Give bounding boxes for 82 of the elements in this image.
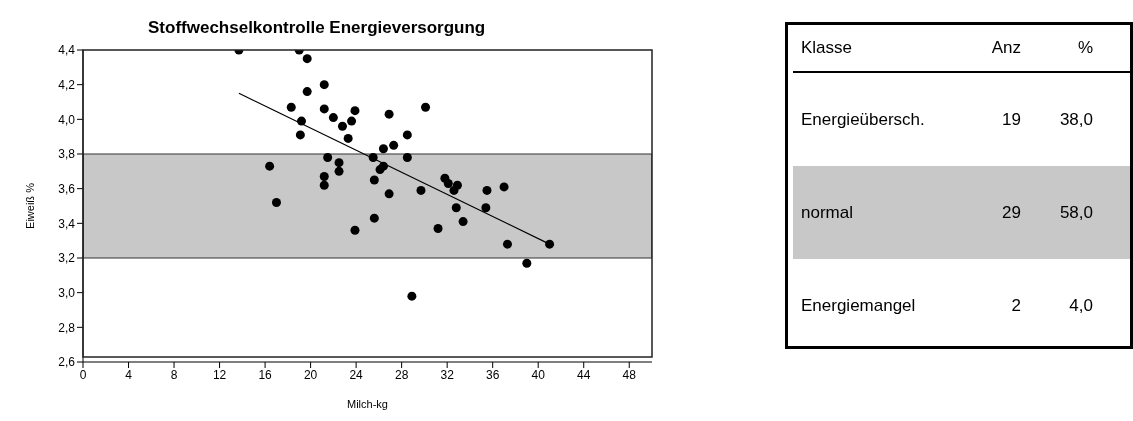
y-tick-label: 3,0 bbox=[58, 285, 76, 300]
point bbox=[265, 161, 275, 171]
y-tick-label: 3,8 bbox=[58, 147, 76, 162]
point bbox=[384, 109, 394, 119]
point bbox=[319, 104, 329, 114]
text: 2 bbox=[1010, 295, 1021, 316]
point bbox=[402, 152, 412, 162]
point bbox=[334, 166, 344, 176]
point bbox=[375, 165, 385, 175]
point bbox=[433, 224, 443, 234]
point bbox=[347, 116, 357, 126]
point bbox=[328, 113, 338, 123]
point bbox=[443, 178, 453, 188]
point bbox=[302, 54, 312, 64]
y-tick-label: 2,6 bbox=[58, 355, 76, 370]
x-tick-label: 36 bbox=[486, 367, 500, 382]
point bbox=[499, 182, 509, 192]
text: 38,0 bbox=[1058, 109, 1093, 130]
point bbox=[295, 130, 305, 140]
point bbox=[389, 140, 399, 150]
chart-title: Stoffwechselkontrolle Energieversorgung bbox=[148, 18, 486, 38]
text: normal bbox=[801, 202, 854, 223]
x-tick-label: 48 bbox=[622, 367, 637, 382]
point bbox=[449, 185, 459, 195]
x-tick-label: 40 bbox=[531, 367, 546, 382]
text: 29 bbox=[1001, 202, 1021, 223]
point bbox=[545, 239, 555, 249]
point bbox=[502, 239, 512, 249]
point bbox=[286, 102, 296, 112]
point bbox=[337, 121, 347, 131]
point bbox=[297, 116, 306, 126]
text: 19 bbox=[1001, 109, 1021, 130]
point bbox=[421, 102, 431, 112]
point bbox=[369, 213, 379, 223]
x-tick-label: 20 bbox=[303, 367, 318, 382]
text: Energieübersch. bbox=[801, 109, 926, 130]
y-tick-label: 4,2 bbox=[58, 77, 76, 92]
point bbox=[302, 87, 312, 97]
y-tick-label: 3,6 bbox=[58, 181, 76, 196]
x-tick-label: 16 bbox=[258, 367, 273, 382]
point bbox=[343, 133, 353, 143]
y-tick-label: 3,4 bbox=[58, 216, 76, 231]
point bbox=[319, 80, 329, 90]
point bbox=[416, 185, 426, 195]
text: % bbox=[1076, 38, 1093, 58]
point bbox=[368, 152, 378, 162]
text: Energiemangel bbox=[801, 295, 917, 316]
point bbox=[522, 258, 532, 268]
point bbox=[407, 291, 417, 301]
point bbox=[334, 158, 344, 168]
point bbox=[323, 152, 333, 162]
y-tick-label: 4,4 bbox=[58, 43, 76, 58]
point bbox=[451, 203, 461, 213]
point bbox=[458, 217, 468, 227]
y-axis-title: Eiweiß % bbox=[23, 182, 36, 229]
text: Anz bbox=[990, 38, 1021, 58]
point bbox=[378, 144, 388, 154]
x-tick-label: 44 bbox=[577, 367, 591, 382]
point bbox=[271, 198, 281, 208]
text: Klasse bbox=[801, 38, 854, 58]
x-tick-label: 8 bbox=[170, 367, 178, 382]
y-tick-label: 3,2 bbox=[58, 251, 76, 266]
x-tick-label: 12 bbox=[212, 367, 227, 382]
point bbox=[384, 189, 394, 199]
y-tick-label: 2,8 bbox=[58, 320, 76, 335]
point bbox=[350, 106, 360, 116]
x-tick-label: 0 bbox=[79, 367, 87, 382]
point bbox=[350, 225, 360, 235]
point bbox=[482, 185, 492, 195]
point bbox=[402, 130, 412, 140]
point bbox=[481, 203, 491, 213]
point bbox=[319, 180, 329, 190]
text: 58,0 bbox=[1058, 202, 1093, 223]
point bbox=[319, 172, 329, 182]
x-tick-label: 28 bbox=[394, 367, 409, 382]
x-axis-title: Milch-kg bbox=[347, 397, 388, 410]
point bbox=[369, 175, 379, 185]
text: 4,0 bbox=[1068, 295, 1093, 316]
y-tick-label: 4,0 bbox=[58, 112, 76, 127]
x-tick-label: 4 bbox=[125, 367, 133, 382]
x-tick-label: 24 bbox=[349, 367, 364, 382]
x-tick-label: 32 bbox=[440, 367, 455, 382]
